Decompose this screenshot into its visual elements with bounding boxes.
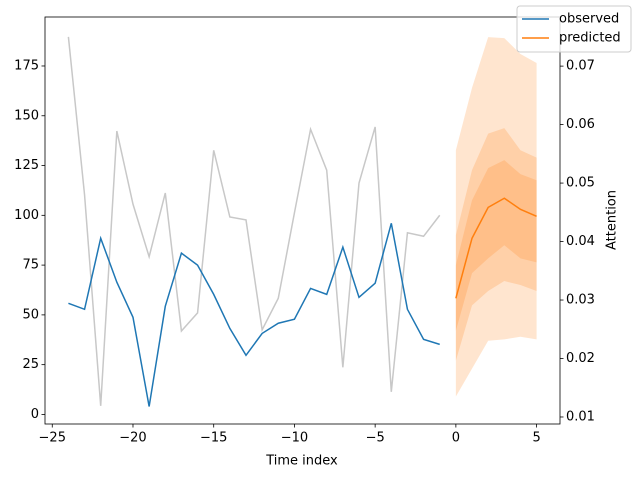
y2-tick-label: 0.02 xyxy=(566,351,595,366)
y2-axis-label: Attention xyxy=(605,190,620,250)
attention-line xyxy=(67,36,441,406)
legend-box xyxy=(516,5,632,53)
x-tick-label: −20 xyxy=(119,431,146,446)
series-line xyxy=(455,197,537,299)
y-tick-label: 175 xyxy=(14,58,39,73)
y2-tick-label: 0.01 xyxy=(566,409,595,424)
y-tick-label: 100 xyxy=(14,208,39,223)
x-tick-label: 5 xyxy=(532,431,540,446)
y2-tick-label: 0.05 xyxy=(566,176,595,191)
y2-tick-label: 0.06 xyxy=(566,117,595,132)
y2-tick-label: 0.04 xyxy=(566,234,595,249)
y2-tick-label: 0.03 xyxy=(566,293,595,308)
quantile-band xyxy=(455,128,537,361)
x-axis-label: Time index xyxy=(265,454,338,469)
x-tick-label: 0 xyxy=(452,431,460,446)
y-tick-label: 0 xyxy=(31,407,39,422)
x-tick-label: −15 xyxy=(200,431,227,446)
quantile-band xyxy=(455,160,537,331)
plot-frame xyxy=(44,16,561,425)
y-tick-label: 150 xyxy=(14,108,39,123)
legend-label: predicted xyxy=(559,31,621,46)
y-tick-label: 125 xyxy=(14,158,39,173)
x-tick-label: −10 xyxy=(281,431,308,446)
series-line xyxy=(68,223,440,407)
y2-tick-label: 0.07 xyxy=(566,59,595,74)
y-tick-label: 25 xyxy=(22,357,39,372)
x-tick-label: −5 xyxy=(366,431,385,446)
y-tick-label: 75 xyxy=(22,258,39,273)
legend-label: observed xyxy=(559,12,619,27)
x-tick-label: −25 xyxy=(39,431,66,446)
y-tick-label: 50 xyxy=(22,307,39,322)
quantile-band xyxy=(455,37,537,397)
